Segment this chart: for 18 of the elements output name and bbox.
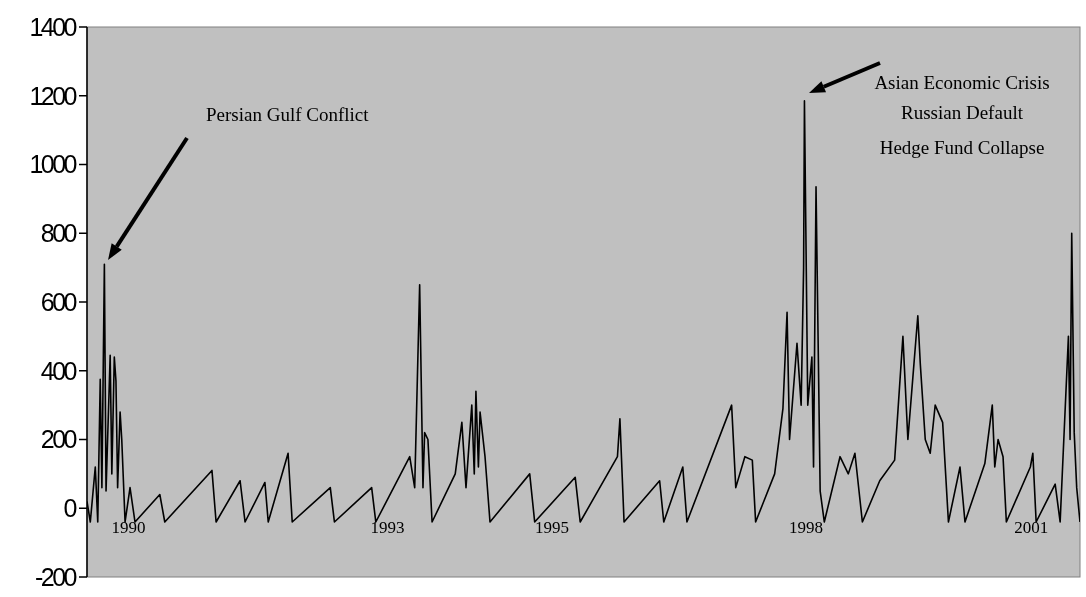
annotation: Hedge Fund Collapse [879,137,1045,158]
y-tick-label: 1400 [29,12,77,41]
y-tick-label: 600 [40,287,77,316]
annotation: Russian Default [901,102,1024,123]
x-tick-label: 1998 [789,518,824,537]
y-tick-label: 1200 [29,81,77,110]
y-tick-label: 200 [40,425,77,454]
x-tick-label: 1993 [370,518,405,537]
y-tick-label: 400 [40,356,77,385]
x-tick-label: 1995 [535,518,570,537]
annotation: Asian Economic Crisis [874,72,1050,93]
y-tick-label: 1000 [29,150,77,179]
x-tick-label: 2001 [1014,518,1049,537]
annotation: Persian Gulf Conflict [206,104,370,125]
y-tick-label: 0 [63,494,77,522]
y-tick-label: -200 [34,562,77,591]
x-tick-label: 1990 [111,518,146,537]
y-tick-label: 800 [40,219,77,247]
